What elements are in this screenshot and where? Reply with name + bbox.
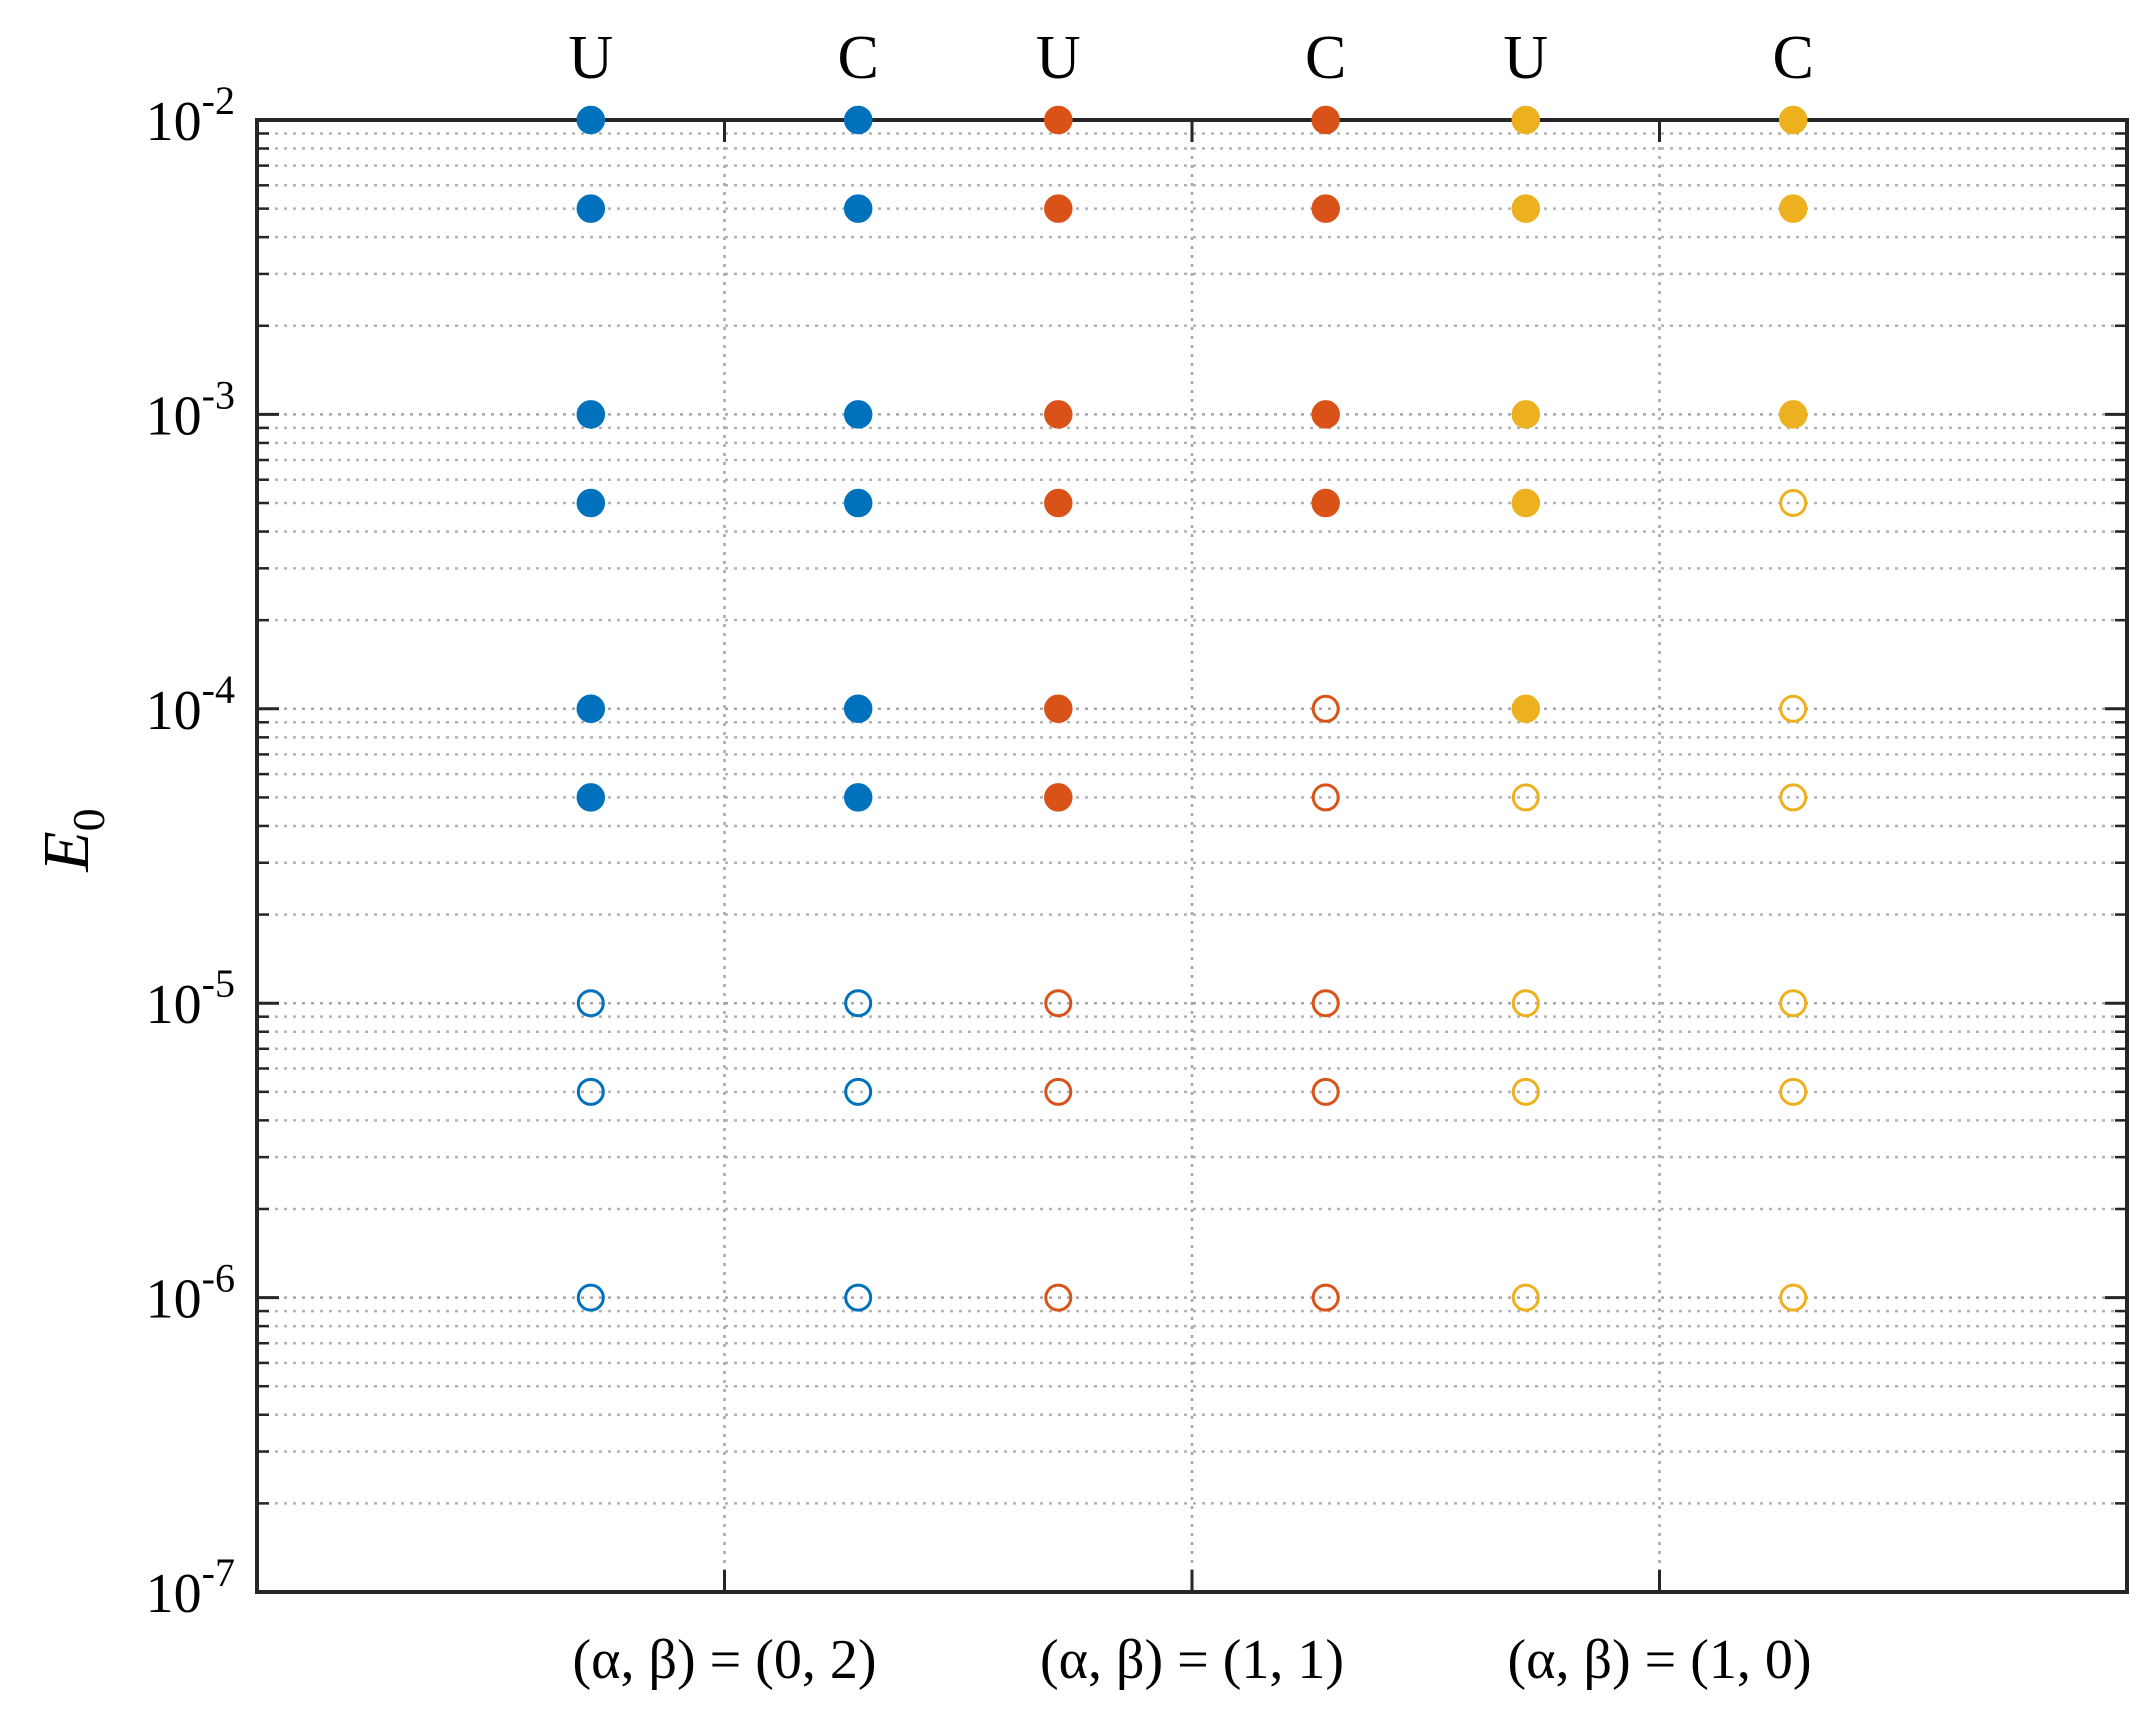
marker-open <box>1511 1077 1540 1106</box>
marker-filled <box>576 694 606 724</box>
marker-open <box>1511 783 1540 812</box>
marker-filled <box>576 488 606 518</box>
marker-open <box>844 989 873 1018</box>
marker-filled <box>1311 105 1340 135</box>
top-label: C <box>1773 24 1814 92</box>
tick-exponent: -2 <box>202 78 235 123</box>
marker-filled <box>843 783 873 812</box>
marker-filled <box>1778 105 1808 135</box>
tick-base: 10 <box>146 1269 202 1331</box>
marker-open <box>1779 989 1808 1018</box>
marker-filled <box>1311 194 1340 223</box>
marker-open <box>1044 1077 1073 1106</box>
marker-filled <box>843 400 873 429</box>
category-label: (α, β) = (1, 0) <box>1507 1629 1811 1691</box>
marker-filled <box>1044 400 1073 429</box>
marker-open <box>1311 1283 1340 1312</box>
y-axis-title-group: E0 <box>30 808 114 872</box>
marker-open <box>844 1077 873 1106</box>
y-tick-label: 10-6 <box>146 1256 235 1331</box>
top-label: U <box>1503 24 1548 92</box>
marker-filled <box>1511 194 1541 223</box>
marker-filled <box>576 105 606 135</box>
marker-filled <box>1778 400 1808 429</box>
marker-filled <box>576 400 606 429</box>
category-label: (α, β) = (1, 1) <box>1040 1629 1344 1691</box>
y-tick-labels: 10-210-310-410-510-610-7 <box>146 78 235 1625</box>
marker-open <box>1044 1283 1073 1312</box>
marker-filled <box>1044 694 1073 724</box>
marker-open <box>1779 783 1808 812</box>
marker-filled <box>1778 194 1808 223</box>
category-label: (α, β) = (0, 2) <box>572 1629 876 1691</box>
plot-frame <box>255 118 2129 1594</box>
y-tick-label: 10-4 <box>146 667 235 742</box>
marker-open <box>1779 1077 1808 1106</box>
tick-exponent: -3 <box>202 372 235 417</box>
marker-filled <box>1044 194 1073 223</box>
marker-open <box>576 1077 605 1106</box>
y-tick-label: 10-2 <box>146 78 235 153</box>
y-title-subscript: 0 <box>63 808 114 831</box>
tick-base: 10 <box>146 680 202 742</box>
marker-filled <box>1511 488 1541 518</box>
marker-open <box>576 1283 605 1312</box>
category-labels: (α, β) = (0, 2) (α, β) = (1, 1) (α, β) = (… <box>572 1629 1811 1691</box>
y-tick-label: 10-3 <box>146 372 235 447</box>
marker-filled <box>1311 488 1340 518</box>
marker-filled <box>1044 105 1073 135</box>
marker-filled <box>843 105 873 135</box>
tick-base: 10 <box>146 1563 202 1625</box>
minor-grid <box>257 132 2127 1505</box>
marker-filled <box>1044 488 1073 518</box>
y-axis-title: E0 <box>30 808 114 872</box>
marker-open <box>1311 694 1340 723</box>
top-label: U <box>568 24 613 92</box>
tick-exponent: -7 <box>202 1550 235 1595</box>
marker-open <box>1311 989 1340 1018</box>
marker-filled <box>1511 694 1541 724</box>
marker-open <box>1311 1077 1340 1106</box>
marker-filled <box>1311 400 1340 429</box>
marker-filled <box>843 694 873 724</box>
marker-open <box>1311 783 1340 812</box>
marker-open <box>576 989 605 1018</box>
tick-base: 10 <box>146 974 202 1036</box>
marker-filled <box>1511 400 1541 429</box>
tick-base: 10 <box>146 385 202 447</box>
marker-filled <box>576 194 606 223</box>
marker-open <box>1779 1283 1808 1312</box>
y-title-main: E <box>30 831 103 872</box>
y-tick-label: 10-5 <box>146 961 235 1036</box>
marker-open <box>1779 489 1808 518</box>
tick-exponent: -6 <box>202 1256 235 1301</box>
marker-open <box>1511 1283 1540 1312</box>
tick-base: 10 <box>146 91 202 153</box>
marker-open <box>844 1283 873 1312</box>
y-tick-label: 10-7 <box>146 1550 235 1625</box>
top-label: C <box>1305 24 1346 92</box>
marker-filled <box>1044 783 1073 812</box>
marker-filled <box>576 783 606 812</box>
data-markers <box>576 105 1808 1312</box>
tick-exponent: -5 <box>202 961 235 1006</box>
top-label: U <box>1036 24 1081 92</box>
marker-filled <box>843 194 873 223</box>
y-axis-title-text: E0 <box>30 808 114 872</box>
marker-filled <box>843 488 873 518</box>
tick-exponent: -4 <box>202 667 235 712</box>
marker-open <box>1044 989 1073 1018</box>
marker-open <box>1779 694 1808 723</box>
marker-filled <box>1511 105 1541 135</box>
top-label: C <box>838 24 879 92</box>
marker-open <box>1511 989 1540 1018</box>
